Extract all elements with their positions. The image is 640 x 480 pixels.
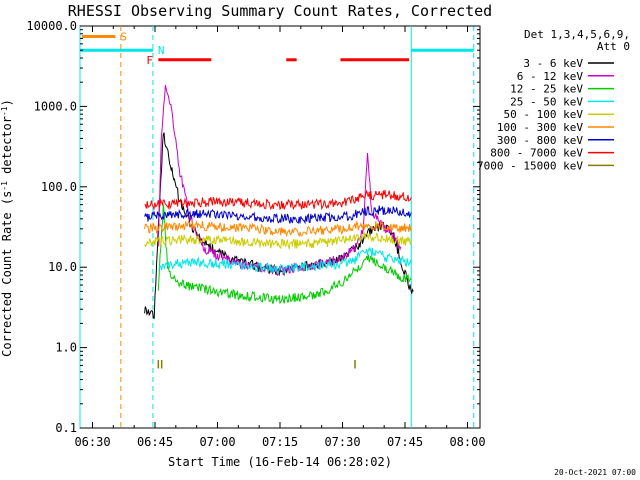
series-line-4	[144, 230, 412, 251]
flag-label-S: S	[120, 31, 127, 44]
y-axis-ticks: 10000.0 1000.0 100.0 10.0 1.0 0.1	[26, 19, 480, 435]
series-line-6	[144, 205, 412, 225]
flag-label-N: N	[158, 44, 165, 57]
generated-timestamp: 20-Oct-2021 07:00	[554, 468, 636, 477]
y-tick-label-3: 10.0	[48, 260, 77, 274]
y-axis-label: Corrected Count Rate (s-1 detector-1)	[0, 99, 14, 357]
x-tick-label-3: 07:15	[262, 435, 298, 449]
series-line-2	[157, 204, 412, 305]
legend-label-6: 300 - 800 keV	[497, 134, 583, 147]
legend-label-2: 12 - 25 keV	[510, 83, 583, 96]
series-line-7	[144, 189, 412, 211]
legend-header-line-1: Det 1,3,4,5,6,9,	[524, 28, 630, 41]
legend-label-0: 3 - 6 keV	[523, 57, 583, 70]
y-tick-label-2: 100.0	[41, 180, 77, 194]
y-tick-label-4: 1.0	[55, 341, 77, 355]
plot-area	[79, 25, 481, 429]
x-axis-label: Start Time (16-Feb-14 06:28:02)	[168, 455, 392, 469]
legend-label-4: 50 - 100 keV	[504, 108, 584, 121]
y-tick-label-0: 10000.0	[26, 19, 77, 33]
chart-title: RHESSI Observing Summary Count Rates, Co…	[68, 2, 492, 20]
y-tick-label-5: 0.1	[55, 421, 77, 435]
x-tick-label-5: 07:45	[387, 435, 423, 449]
vertical-markers	[79, 26, 475, 428]
x-tick-label-4: 07:30	[324, 435, 360, 449]
x-tick-label-1: 06:45	[137, 435, 173, 449]
x-tick-label-0: 06:30	[74, 435, 110, 449]
flag-label-F: F	[146, 54, 153, 67]
legend-header-line-2: Att 0	[597, 40, 630, 53]
flag-bars: S NF	[80, 31, 474, 67]
series-line-3	[158, 246, 412, 275]
x-tick-label-6: 08:00	[449, 435, 485, 449]
y-tick-label-1: 1000.0	[34, 99, 77, 113]
legend-label-3: 25 - 50 keV	[510, 95, 583, 108]
series-line-5	[144, 219, 412, 238]
x-axis-ticks: 06:30 06:45 07:00 07:15 07:30 07:45 08:00	[74, 26, 486, 449]
legend-label-1: 6 - 12 keV	[517, 70, 584, 83]
series-group	[144, 84, 414, 369]
x-tick-label-2: 07:00	[199, 435, 235, 449]
legend-label-8: 7000 - 15000 keV	[477, 159, 583, 172]
legend-label-7: 800 - 7000 keV	[490, 147, 583, 160]
legend-label-5: 100 - 300 keV	[497, 121, 583, 134]
